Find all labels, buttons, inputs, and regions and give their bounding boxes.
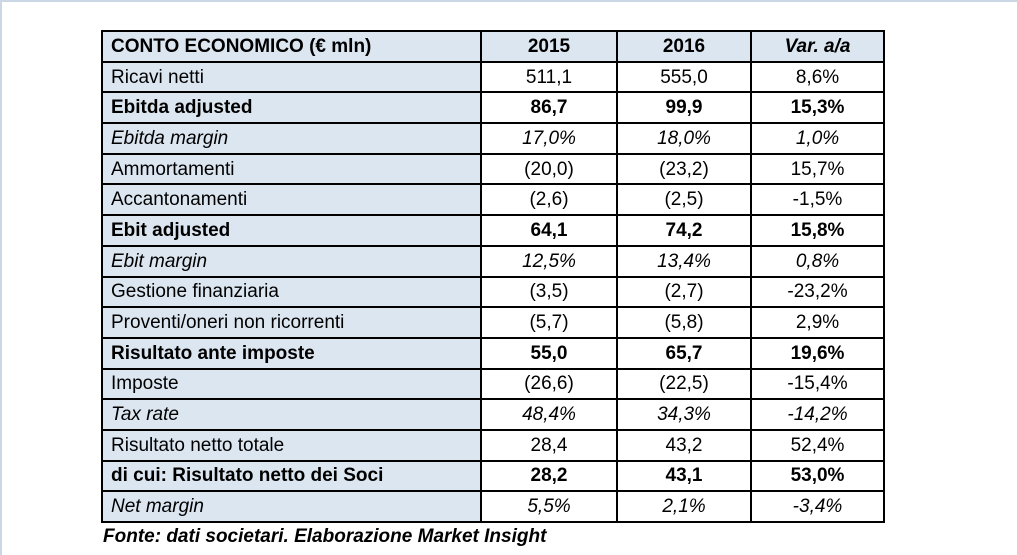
row-label: Ricavi netti: [101, 60, 482, 94]
value-var: 1,0%: [750, 122, 885, 155]
row-label: Ebitda adjusted: [101, 91, 482, 125]
table-row: Net margin 5,5% 2,1% -3,4%: [101, 490, 885, 523]
value-2016: 99,9: [616, 91, 752, 125]
row-label: Tax rate: [101, 398, 482, 431]
value-var: -3,4%: [750, 490, 885, 523]
table-row: Gestione finanziaria (3,5) (2,7) -23,2%: [101, 275, 885, 309]
table-row: Ammortamenti (20,0) (23,2) 15,7%: [101, 152, 885, 186]
value-var: 53,0%: [750, 459, 885, 493]
value-2016: 555,0: [616, 60, 752, 94]
row-label: Gestione finanziaria: [101, 275, 482, 309]
value-var: -23,2%: [750, 275, 885, 309]
value-2016: 43,1: [616, 459, 752, 493]
value-2015: 12,5%: [480, 244, 618, 278]
table-row: Ebit margin 12,5% 13,4% 0,8%: [101, 244, 885, 278]
source-note: Fonte: dati societari. Elaborazione Mark…: [103, 526, 547, 547]
clipped-object-border-top: [0, 0, 1017, 2]
row-label: Risultato netto totale: [101, 428, 482, 462]
row-label: di cui: Risultato netto dei Soci: [101, 459, 482, 493]
value-2016: 34,3%: [616, 398, 752, 431]
row-label: Net margin: [101, 490, 482, 523]
table-row: Imposte (26,6) (22,5) -15,4%: [101, 367, 885, 401]
row-label: Imposte: [101, 367, 482, 401]
table-row: Ebitda adjusted 86,7 99,9 15,3%: [101, 91, 885, 125]
header-conto-economico: CONTO ECONOMICO (€ mln): [101, 30, 482, 63]
value-var: -15,4%: [750, 367, 885, 401]
value-2015: 28,4: [480, 428, 618, 462]
value-var: 8,6%: [750, 60, 885, 94]
value-2015: 28,2: [480, 459, 618, 493]
row-label: Ebitda margin: [101, 122, 482, 155]
value-var: 15,7%: [750, 152, 885, 186]
value-2016: (2,5): [616, 183, 752, 217]
value-2015: 86,7: [480, 91, 618, 125]
value-var: 0,8%: [750, 244, 885, 278]
table-header-row: CONTO ECONOMICO (€ mln) 2015 2016 Var. a…: [101, 30, 885, 63]
value-2015: (2,6): [480, 183, 618, 217]
value-2015: 55,0: [480, 336, 618, 370]
value-2015: (20,0): [480, 152, 618, 186]
value-2016: 43,2: [616, 428, 752, 462]
table-row: Proventi/oneri non ricorrenti (5,7) (5,8…: [101, 306, 885, 339]
value-var: -1,5%: [750, 183, 885, 217]
value-2015: (3,5): [480, 275, 618, 309]
value-2015: (26,6): [480, 367, 618, 401]
row-label: Risultato ante imposte: [101, 336, 482, 370]
table-row: Tax rate 48,4% 34,3% -14,2%: [101, 398, 885, 431]
value-2016: 2,1%: [616, 490, 752, 523]
value-var: -14,2%: [750, 398, 885, 431]
income-statement-table: CONTO ECONOMICO (€ mln) 2015 2016 Var. a…: [101, 30, 885, 523]
table-row: di cui: Risultato netto dei Soci 28,2 43…: [101, 459, 885, 493]
header-2016: 2016: [616, 30, 752, 63]
value-var: 52,4%: [750, 428, 885, 462]
value-2016: (2,7): [616, 275, 752, 309]
table-row: Accantonamenti (2,6) (2,5) -1,5%: [101, 183, 885, 217]
value-2016: (23,2): [616, 152, 752, 186]
value-2016: (22,5): [616, 367, 752, 401]
value-var: 19,6%: [750, 336, 885, 370]
header-var-aa: Var. a/a: [750, 30, 885, 63]
value-var: 2,9%: [750, 306, 885, 339]
row-label: Ammortamenti: [101, 152, 482, 186]
table-row: Ebitda margin 17,0% 18,0% 1,0%: [101, 122, 885, 155]
value-2016: 74,2: [616, 214, 752, 247]
value-2015: 48,4%: [480, 398, 618, 431]
value-var: 15,8%: [750, 214, 885, 247]
value-2015: 64,1: [480, 214, 618, 247]
value-var: 15,3%: [750, 91, 885, 125]
value-2015: 5,5%: [480, 490, 618, 523]
clipped-object-border-left: [0, 0, 2, 555]
table-row: Risultato netto totale 28,4 43,2 52,4%: [101, 428, 885, 462]
value-2015: 17,0%: [480, 122, 618, 155]
value-2016: 65,7: [616, 336, 752, 370]
value-2016: 18,0%: [616, 122, 752, 155]
value-2016: 13,4%: [616, 244, 752, 278]
header-2015: 2015: [480, 30, 618, 63]
row-label: Proventi/oneri non ricorrenti: [101, 306, 482, 339]
table-body: Ricavi netti 511,1 555,0 8,6% Ebitda adj…: [101, 60, 885, 523]
row-label: Ebit margin: [101, 244, 482, 278]
table-row: Risultato ante imposte 55,0 65,7 19,6%: [101, 336, 885, 370]
value-2015: 511,1: [480, 60, 618, 94]
table-row: Ebit adjusted 64,1 74,2 15,8%: [101, 214, 885, 247]
row-label: Accantonamenti: [101, 183, 482, 217]
value-2015: (5,7): [480, 306, 618, 339]
row-label: Ebit adjusted: [101, 214, 482, 247]
table-row: Ricavi netti 511,1 555,0 8,6%: [101, 60, 885, 94]
value-2016: (5,8): [616, 306, 752, 339]
